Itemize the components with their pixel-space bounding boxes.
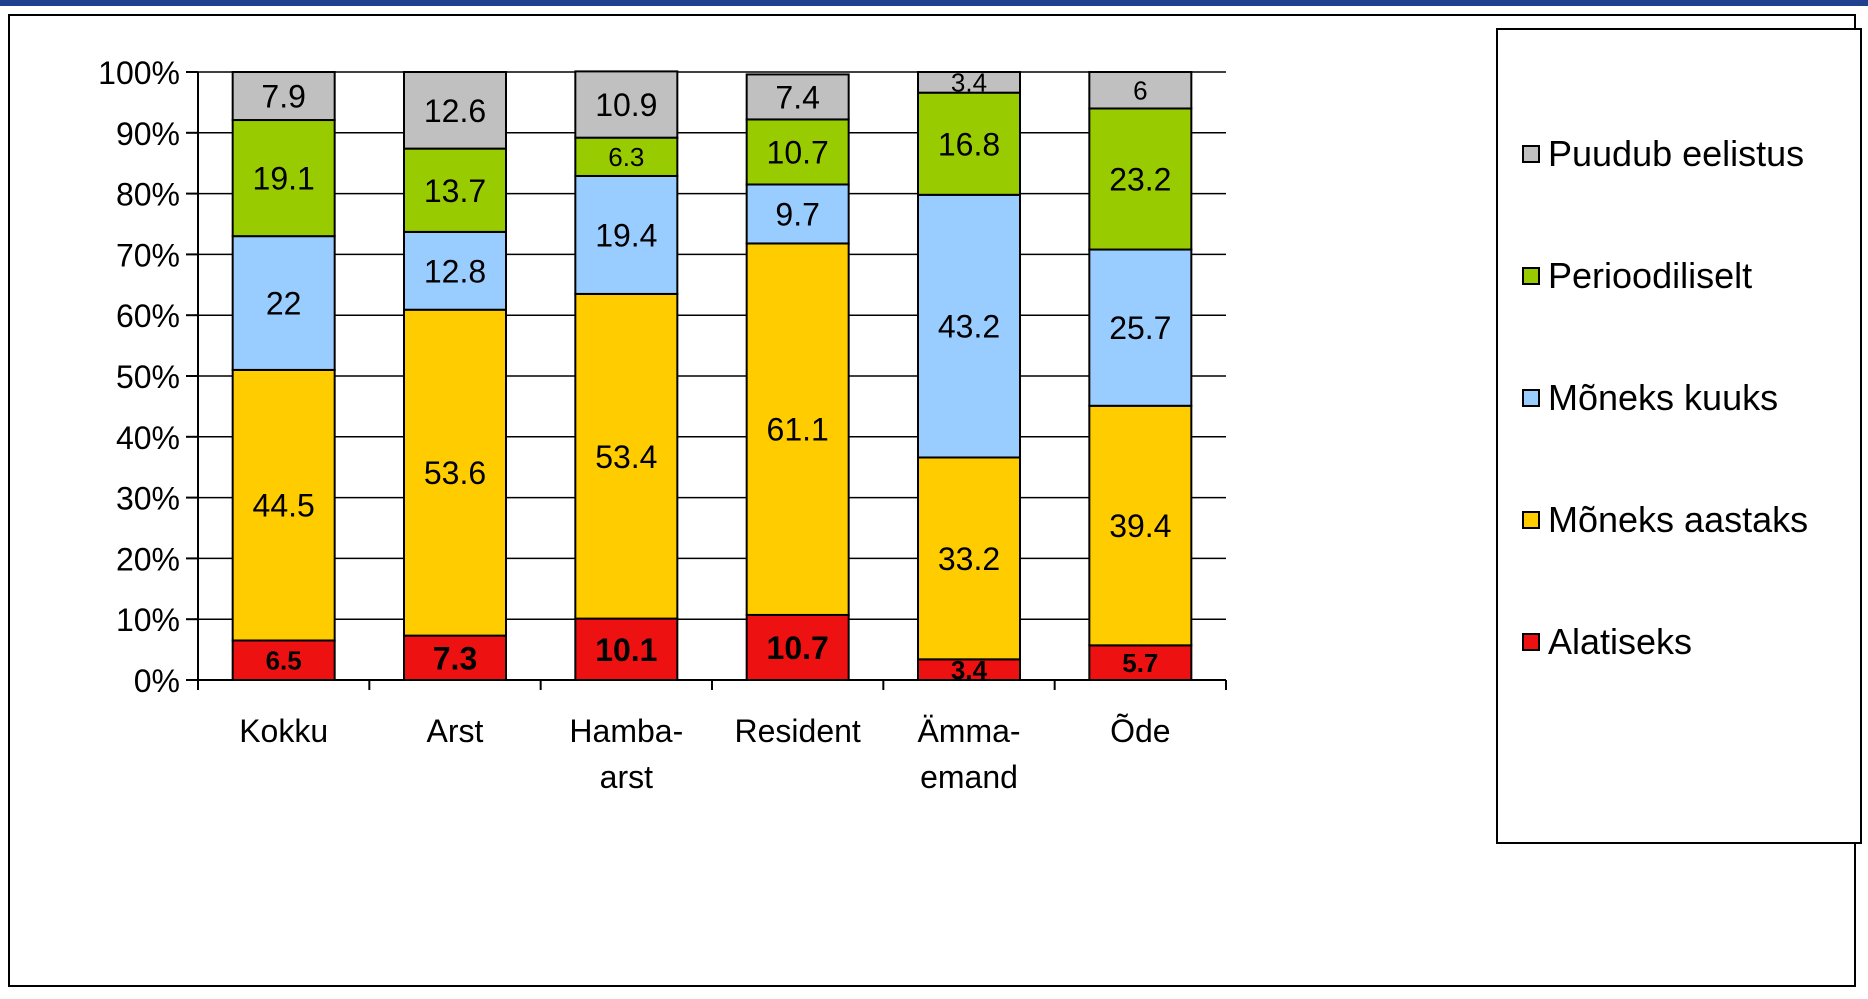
x-tick-label: Õde	[1110, 713, 1170, 749]
x-tick-label: emand	[920, 759, 1018, 795]
y-tick-label: 70%	[116, 237, 180, 273]
bar-segment	[1088, 644, 1193, 681]
bar-segment	[231, 71, 336, 122]
gridlines	[198, 71, 1226, 620]
legend-item: Puudub eelistus	[1522, 133, 1805, 174]
data-label: 6.5	[266, 646, 302, 676]
data-label: 19.1	[253, 161, 315, 197]
data-label: 10.7	[767, 134, 829, 170]
bar-segment	[574, 70, 679, 139]
bar-segment	[574, 617, 679, 681]
data-label: 33.2	[938, 541, 1000, 577]
bar-segment	[403, 634, 507, 682]
bar-segment	[403, 147, 507, 233]
bar-segment	[745, 242, 850, 616]
bar-segment	[745, 118, 850, 186]
axes: 0% 10% 20% 30% 40% 50% 60% 70% 80% 90% 100% Kokku Ar…	[98, 55, 1227, 795]
legend-item: Mõneks aastaks	[1522, 499, 1809, 540]
legend-label: Perioodiliselt	[1548, 255, 1753, 296]
data-label: 3.4	[951, 68, 987, 98]
bar-segment	[403, 308, 507, 637]
legend-swatch	[1522, 389, 1540, 407]
bar-segment	[231, 639, 336, 681]
y-tick-label: 20%	[116, 541, 180, 577]
data-label: 10.9	[595, 87, 657, 123]
x-tick-label: Ämma-	[917, 713, 1020, 749]
data-label: 53.4	[595, 439, 657, 475]
bar-segment	[1088, 107, 1193, 251]
data-label: 25.7	[1109, 310, 1171, 346]
legend-item: Perioodiliselt	[1522, 255, 1753, 296]
x-tick-label: Arst	[427, 713, 484, 749]
bar-segment	[574, 174, 679, 295]
data-labels: 6.5 44.5 22 19.1 7.9 7.3 53.6 12.8 13.7 12.6 10.1 5…	[253, 68, 1172, 685]
data-label: 7.4	[775, 79, 819, 115]
bar-segment	[917, 71, 1021, 94]
data-label: 6.3	[608, 142, 644, 172]
y-tick-label: 50%	[116, 359, 180, 395]
y-tick-label: 10%	[116, 602, 180, 638]
data-label: 10.1	[595, 632, 657, 668]
y-tick-label: 30%	[116, 481, 180, 517]
bar-segment	[231, 235, 336, 371]
legend-swatch	[1522, 145, 1540, 163]
legend-label: Puudub eelistus	[1548, 133, 1805, 174]
y-tick-label: 40%	[116, 420, 180, 456]
legend-label: Mõneks kuuks	[1548, 377, 1779, 418]
y-tick-label: 60%	[116, 298, 180, 334]
legend-swatch	[1522, 633, 1540, 651]
bar-segment	[917, 456, 1021, 661]
data-label: 6	[1133, 76, 1147, 106]
y-tick-label: 100%	[98, 55, 180, 91]
data-label: 44.5	[253, 488, 315, 524]
data-label: 3.4	[951, 655, 988, 685]
y-tick-label: 80%	[116, 177, 180, 213]
bars	[231, 70, 1193, 682]
top-accent-bar	[0, 0, 1868, 6]
bar-segment	[917, 193, 1021, 459]
legend-item: Mõneks kuuks	[1522, 377, 1779, 418]
data-label: 23.2	[1109, 162, 1171, 198]
legend-label: Alatiseks	[1548, 621, 1693, 662]
data-label: 43.2	[938, 309, 1000, 345]
x-tick-label: Resident	[735, 713, 861, 749]
bar-segment	[1088, 248, 1193, 407]
data-label: 5.7	[1122, 648, 1158, 678]
bar-segment	[745, 73, 850, 121]
data-label: 61.1	[767, 412, 829, 448]
x-tick-label: arst	[600, 759, 653, 795]
data-label: 9.7	[775, 196, 819, 232]
y-tick-label: 0%	[134, 663, 180, 699]
bar-segment	[403, 71, 507, 150]
legend-swatch	[1522, 511, 1540, 529]
legend-swatch	[1522, 267, 1540, 285]
data-label: 53.6	[424, 455, 486, 491]
x-tick-label: Kokku	[239, 713, 328, 749]
legend: Puudub eelistus Perioodiliselt Mõneks kuuk…	[1496, 28, 1862, 844]
data-label: 7.9	[261, 79, 305, 115]
legend-label: Mõneks aastaks	[1548, 499, 1809, 540]
data-label: 22	[266, 286, 302, 322]
legend-item: Alatiseks	[1522, 621, 1693, 662]
data-label: 16.8	[938, 126, 1000, 162]
data-label: 10.7	[767, 630, 829, 666]
bar-segment	[574, 292, 679, 620]
data-label: 13.7	[424, 173, 486, 209]
bar-segment	[574, 136, 679, 177]
bar-segment	[1088, 404, 1193, 647]
y-tick-label: 90%	[116, 116, 180, 152]
bar-segment	[403, 230, 507, 311]
bar-segment	[917, 91, 1021, 196]
data-label: 12.6	[424, 93, 486, 129]
data-label: 19.4	[595, 217, 657, 253]
bar-segment	[231, 119, 336, 238]
data-label: 12.8	[424, 253, 486, 289]
data-label: 39.4	[1109, 508, 1171, 544]
data-label: 7.3	[433, 640, 477, 676]
bar-segment	[1088, 71, 1193, 110]
x-tick-label: Hamba-	[569, 713, 683, 749]
